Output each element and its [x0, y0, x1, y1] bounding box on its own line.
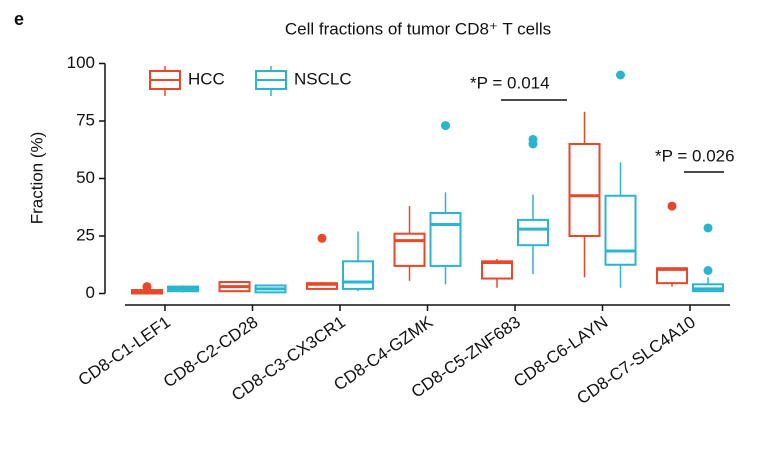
y-tick-label: 50	[76, 168, 95, 187]
x-tick-label: CD8-C1-LEF1	[75, 312, 174, 389]
outlier	[703, 266, 713, 275]
box	[342, 260, 374, 290]
outlier	[703, 223, 713, 233]
box	[517, 218, 549, 247]
legend-label: HCC	[188, 69, 225, 88]
outlier	[616, 70, 625, 80]
box	[393, 232, 426, 267]
outlier	[317, 233, 327, 243]
outlier	[667, 201, 677, 211]
y-axis-label: Fraction (%)	[27, 132, 46, 225]
annotation: *P = 0.014	[470, 73, 550, 92]
y-tick-label: 25	[76, 225, 95, 244]
box	[568, 143, 601, 237]
annotation: *P = 0.026	[655, 146, 735, 165]
y-tick-label: 100	[67, 53, 95, 72]
outlier	[528, 134, 538, 144]
y-tick-label: 75	[76, 110, 95, 129]
outlier	[142, 282, 152, 292]
y-tick-label: 0	[86, 283, 95, 302]
panel-label: e	[14, 9, 24, 29]
box	[604, 194, 637, 266]
outlier	[441, 121, 450, 131]
chart-title: Cell fractions of tumor CD8⁺ T cells	[285, 19, 551, 38]
legend-label: NSCLC	[294, 69, 352, 88]
box	[429, 212, 462, 267]
